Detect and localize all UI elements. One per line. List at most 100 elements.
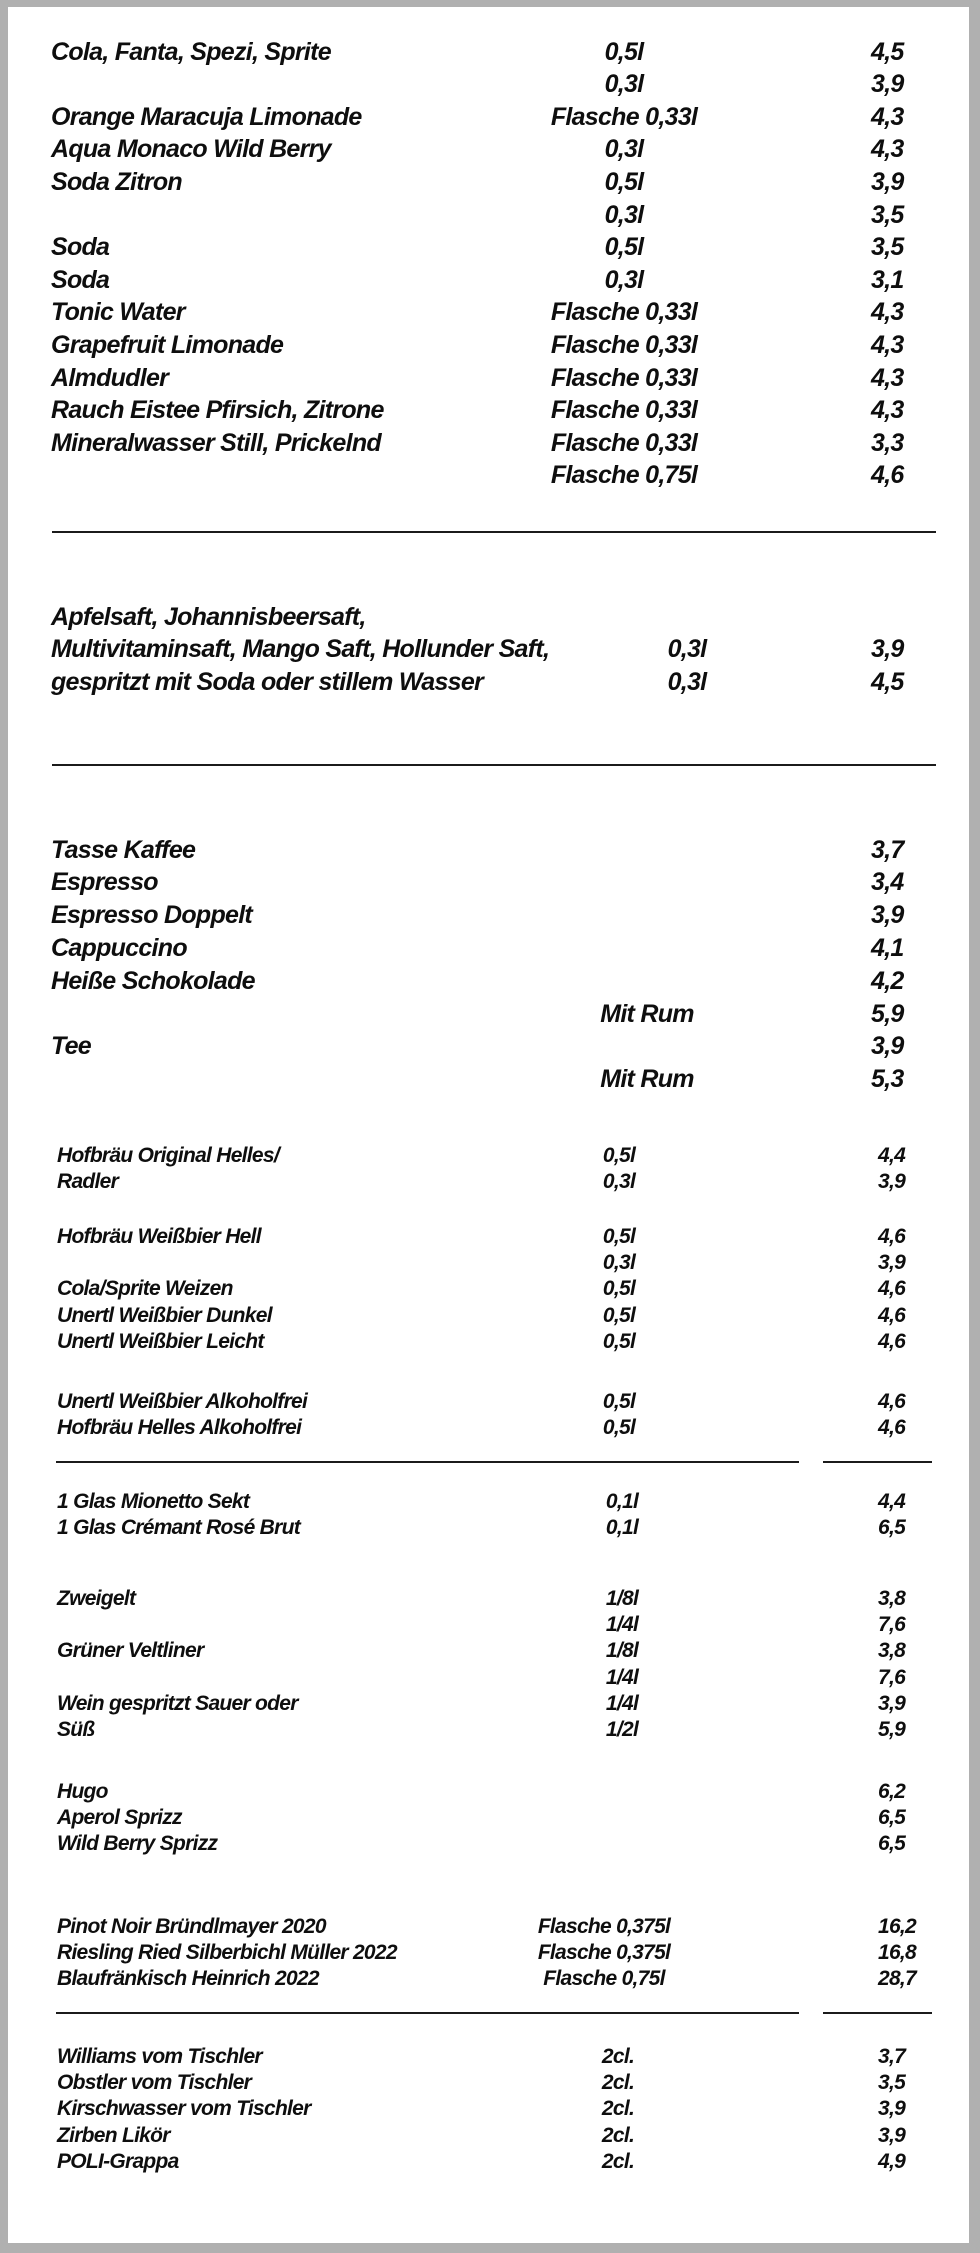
item-price: 3,7: [871, 835, 904, 864]
menu-item-row: Aperol Sprizz 6,5: [8, 1805, 969, 1831]
item-price: 3,9: [871, 168, 904, 197]
item-size: Flasche 0,33l: [550, 102, 698, 131]
item-name: gespritzt mit Soda oder stillem Wasser: [51, 667, 484, 696]
item-size: 0,5l: [602, 1277, 636, 1301]
item-size: 0,5l: [604, 168, 645, 197]
menu-item-row: 0,3l 3,9: [8, 68, 969, 101]
item-price: 4,3: [871, 298, 904, 327]
item-size: 0,3l: [602, 1170, 636, 1194]
item-size: 2cl.: [601, 2044, 635, 2068]
menu-item-row: Kirschwasser vom Tischler 2cl. 3,9: [8, 2096, 969, 2122]
menu-item-row: Wild Berry Sprizz 6,5: [8, 1831, 969, 1857]
item-size: 0,3l: [604, 135, 645, 164]
item-price: 3,3: [871, 428, 904, 457]
section-juices: Apfelsaft, Johannisbeersaft, Multivitamin…: [8, 601, 969, 699]
section-schnaps: Williams vom Tischler 2cl. 3,7 Obstler vom …: [8, 2044, 969, 2175]
item-price: 28,7: [878, 1967, 917, 1991]
item-name: Aperol Sprizz: [57, 1806, 183, 1830]
menu-item-row: Tasse Kaffee 3,7: [8, 834, 969, 867]
item-name: Unertl Weißbier Leicht: [57, 1330, 264, 1354]
item-price: 3,9: [871, 1032, 904, 1061]
item-size: 0,5l: [602, 1143, 636, 1167]
item-size: 0,1l: [605, 1489, 639, 1513]
menu-item-group: Williams vom Tischler 2cl. 3,7 Obstler vom …: [8, 2044, 969, 2175]
item-name: Apfelsaft, Johannisbeersaft,: [51, 602, 366, 631]
item-size: 0,5l: [602, 1303, 636, 1327]
item-size: 0,5l: [602, 1224, 636, 1248]
item-price: 4,5: [871, 667, 904, 696]
menu-item-row: Aqua Monaco Wild Berry 0,3l 4,3: [8, 133, 969, 166]
item-price: 4,6: [878, 1330, 906, 1354]
menu-item-row: Hofbräu Original Helles/0,5l 4,4: [8, 1143, 969, 1169]
menu-item-row: Zweigelt 1/8l 3,8: [8, 1586, 969, 1612]
menu-item-row: Rauch Eistee Pfirsich, Zitrone Flasche 0,…: [8, 394, 969, 427]
item-size: 2cl.: [601, 2150, 635, 2174]
menu-item-row: Wein gespritzt Sauer oder 1/4l 3,9: [8, 1691, 969, 1717]
menu-item-row: Flasche 0,75l 4,6: [8, 459, 969, 492]
item-size: Mit Rum: [600, 999, 694, 1028]
menu-item-row: Soda Zitron 0,5l 3,9: [8, 166, 969, 199]
menu-item-row: Grapefruit Limonade Flasche 0,33l 4,3: [8, 329, 969, 362]
item-name: Multivitaminsaft, Mango Saft, Hollunder …: [51, 635, 550, 664]
menu-item-row: Mineralwasser Still, Prickelnd Flasche 0,…: [8, 427, 969, 460]
item-size: 1/2l: [605, 1718, 639, 1742]
item-size: 2cl.: [601, 2097, 635, 2121]
item-name: Zweigelt: [57, 1586, 136, 1610]
item-name: Tee: [51, 1032, 92, 1061]
item-price: 3,5: [871, 233, 904, 262]
item-name: Süß: [57, 1718, 95, 1742]
menu-item-row: Radler 0,3l 3,9: [8, 1169, 969, 1195]
menu-item-row: POLI-Grappa 2cl. 4,9: [8, 2149, 969, 2175]
item-size: Flasche 0,33l: [550, 331, 698, 360]
item-size: Flasche 0,75l: [543, 1967, 665, 1991]
item-size: Flasche 0,33l: [550, 298, 698, 327]
item-price: 16,2: [878, 1914, 917, 1938]
menu-item-row: Multivitaminsaft, Mango Saft, Hollunder …: [8, 633, 969, 666]
item-price: 7,6: [878, 1665, 906, 1689]
menu-item-row: Pinot Noir Bründlmayer 2020 Flasche 0,375…: [8, 1914, 969, 1940]
item-name: 1 Glas Crémant Rosé Brut: [57, 1516, 301, 1540]
item-size: 1/4l: [605, 1692, 639, 1716]
item-name: Blaufränkisch Heinrich 2022: [57, 1967, 320, 1991]
item-price: 4,4: [878, 1489, 906, 1513]
section-divider: [56, 2012, 799, 2014]
item-name: Heiße Schokolade: [51, 966, 256, 995]
item-name: Soda: [51, 265, 110, 294]
item-price: 3,9: [871, 70, 904, 99]
item-price: 4,6: [878, 1389, 906, 1413]
section-beers: Hofbräu Original Helles/0,5l 4,4 Radler 0,3…: [8, 1143, 969, 1442]
menu-item-row: Cappuccino 4,1: [8, 932, 969, 965]
item-name: Cola/Sprite Weizen: [57, 1277, 233, 1301]
item-size: 0,3l: [604, 70, 645, 99]
item-price: 3,7: [878, 2044, 906, 2068]
item-price: 3,9: [878, 1251, 906, 1275]
menu-item-row: Soda 0,5l 3,5: [8, 231, 969, 264]
menu-item-row: gespritzt mit Soda oder stillem Wasser 0,…: [8, 666, 969, 699]
item-price: 3,9: [878, 2097, 906, 2121]
menu-item-row: Espresso 3,4: [8, 866, 969, 899]
item-size: 2cl.: [601, 2071, 635, 2095]
item-price: 4,4: [878, 1143, 906, 1167]
item-price: 4,6: [878, 1224, 906, 1248]
item-price: 4,3: [871, 331, 904, 360]
item-name: Rauch Eistee Pfirsich, Zitrone: [51, 396, 384, 425]
menu-item-group: Hofbräu Original Helles/0,5l 4,4 Radler 0,3…: [8, 1143, 969, 1196]
item-price: 7,6: [878, 1613, 906, 1637]
item-price: 4,3: [871, 102, 904, 131]
item-name: Hofbräu Helles Alkoholfrei: [57, 1416, 302, 1440]
section-wines: 1 Glas Mionetto Sekt 0,1l 4,4 1 Glas Créman…: [8, 1489, 969, 1858]
item-price: 3,8: [878, 1639, 906, 1663]
item-price: 5,9: [878, 1718, 906, 1742]
item-price: 3,9: [871, 635, 904, 664]
item-name: Hofbräu Weißbier Hell: [57, 1224, 262, 1248]
item-name: Kirschwasser vom Tischler: [57, 2097, 311, 2121]
menu-item-row: Mit Rum 5,3: [8, 1063, 969, 1096]
item-price: 4,3: [871, 135, 904, 164]
item-name: Aqua Monaco Wild Berry: [51, 135, 332, 164]
menu-item-row: Unertl Weißbier Leicht 0,5l 4,6: [8, 1329, 969, 1355]
item-name: Williams vom Tischler: [57, 2044, 263, 2068]
menu-item-group: Pinot Noir Bründlmayer 2020 Flasche 0,375…: [8, 1914, 969, 1993]
section-divider-price-segment: [823, 1461, 932, 1463]
item-name: Riesling Ried Silberbichl Müller 2022: [57, 1941, 398, 1965]
menu-item-group: Hofbräu Weißbier Hell 0,5l 4,6 0,3l 3,9 Cola/…: [8, 1224, 969, 1355]
